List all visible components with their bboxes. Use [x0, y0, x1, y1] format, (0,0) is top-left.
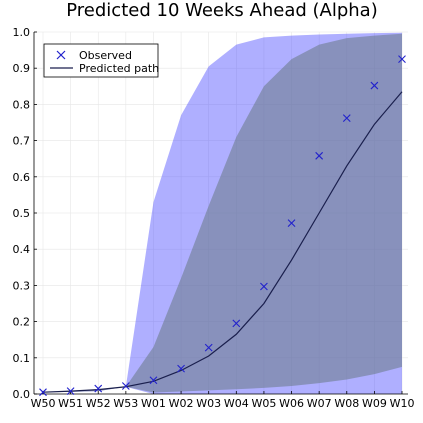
- observed-point: [39, 388, 47, 397]
- band-layer: [43, 32, 402, 394]
- legend-box: [43, 43, 159, 78]
- observed-point: [287, 219, 296, 228]
- legend-x-marker: [56, 50, 66, 60]
- y-tick-label: 0.7: [13, 135, 31, 148]
- observed-point: [149, 376, 158, 385]
- y-tick-label: 0.2: [13, 316, 31, 329]
- y-tick-label: 0.5: [13, 207, 31, 220]
- observed-x-stroke: [342, 114, 351, 123]
- observed-point: [177, 364, 185, 373]
- y-tick-label: 0.9: [13, 62, 31, 75]
- observed-point: [260, 282, 268, 291]
- observed-point: [94, 384, 103, 393]
- x-tick-label: W52: [86, 397, 111, 410]
- y-tick-label: 0.6: [13, 171, 31, 184]
- observed-x-stroke: [39, 388, 47, 397]
- observed-x-stroke: [94, 384, 103, 393]
- legend-label-predicted-path: Predicted path: [79, 62, 159, 75]
- observed-x-stroke: [204, 343, 213, 352]
- x-tick-label: W08: [334, 397, 359, 410]
- observed-point: [315, 151, 324, 160]
- y-tick-label: 1.0: [13, 26, 31, 39]
- x-tick-label: W04: [224, 397, 249, 410]
- legend-entry-predicted-path: Predicted path: [50, 62, 159, 75]
- x-tick-label: W53: [113, 397, 138, 410]
- observed-point: [398, 55, 406, 64]
- x-tick-label: W50: [31, 397, 56, 410]
- line-layer: [42, 91, 403, 393]
- chart-title: Predicted 10 Weeks Ahead (Alpha): [66, 0, 377, 21]
- observed-point: [121, 382, 130, 390]
- legend: Observed Predicted path: [43, 43, 159, 78]
- observed-x-stroke: [121, 382, 130, 390]
- observed-x-stroke: [260, 282, 268, 291]
- observed-x-stroke: [398, 55, 406, 64]
- x-tick-label: W51: [58, 397, 83, 410]
- observed-point: [342, 114, 351, 123]
- x-tick-label: W02: [169, 397, 194, 410]
- observed-x-stroke: [370, 81, 379, 90]
- x-tick-label: W03: [196, 397, 221, 410]
- observed-point: [204, 343, 213, 352]
- y-tick-label: 0.0: [13, 388, 31, 401]
- observed-point: [370, 81, 379, 90]
- x-tick-label: W01: [141, 397, 166, 410]
- observed-x-stroke: [66, 387, 75, 395]
- y-tick-label: 0.8: [13, 98, 31, 111]
- legend-label-observed: Observed: [79, 49, 132, 62]
- x-tick-label: W10: [390, 397, 415, 410]
- legend-entry-observed: Observed: [56, 49, 132, 62]
- observed-x-stroke: [149, 376, 158, 385]
- y-tick-label: 0.4: [13, 243, 31, 256]
- observed-x-stroke: [287, 219, 296, 228]
- observed-x-stroke: [315, 151, 324, 160]
- observed-point: [232, 319, 241, 328]
- x-tick-label: W06: [279, 397, 304, 410]
- observed-x-stroke: [177, 364, 185, 373]
- y-tick-label: 0.1: [13, 352, 31, 365]
- band-inner: [43, 33, 402, 393]
- observed-x-stroke: [232, 319, 241, 328]
- marker-layer: [39, 55, 406, 397]
- y-tick-label: 0.3: [13, 279, 31, 292]
- observed-point: [66, 387, 75, 395]
- x-tick-label: W09: [362, 397, 387, 410]
- x-tick-label: W05: [251, 397, 276, 410]
- x-tick-label: W07: [307, 397, 332, 410]
- series-line-predicted-path: [42, 91, 403, 393]
